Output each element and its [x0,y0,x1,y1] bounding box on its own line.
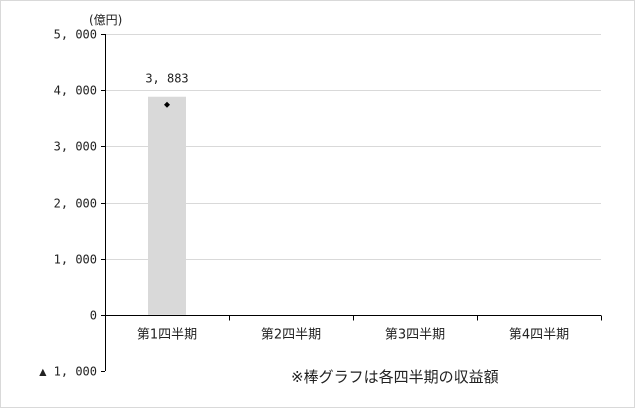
data-label: 3, 883 [145,72,188,86]
y-unit-label: (億円) [89,13,122,27]
bar [148,96,186,315]
axes [101,34,602,372]
y-tick-label: 3, 000 [54,140,97,154]
y-tick-label: 1, 000 [54,253,97,267]
y-tick-label: 5, 000 [54,28,97,42]
x-category-label: 第4四半期 [509,328,569,343]
y-tick-label: 2, 000 [54,197,97,211]
labels: ▲ 1, 000 0 1, 000 2, 000 3, 000 4, 000 5, 000 第… [39,28,569,379]
chart-note: ※棒グラフは各四半期の収益額 [291,368,499,386]
x-category-label: 第3四半期 [385,328,445,343]
x-category-label: 第1四半期 [137,328,197,343]
value-marker [164,101,170,108]
y-tick-label: 0 [90,309,97,323]
x-category-label: 第2四半期 [261,328,321,343]
y-tick-label: 4, 000 [54,84,97,98]
gridlines [105,34,601,260]
bars [148,96,186,315]
y-tick-label: ▲ 1, 000 [39,365,97,379]
